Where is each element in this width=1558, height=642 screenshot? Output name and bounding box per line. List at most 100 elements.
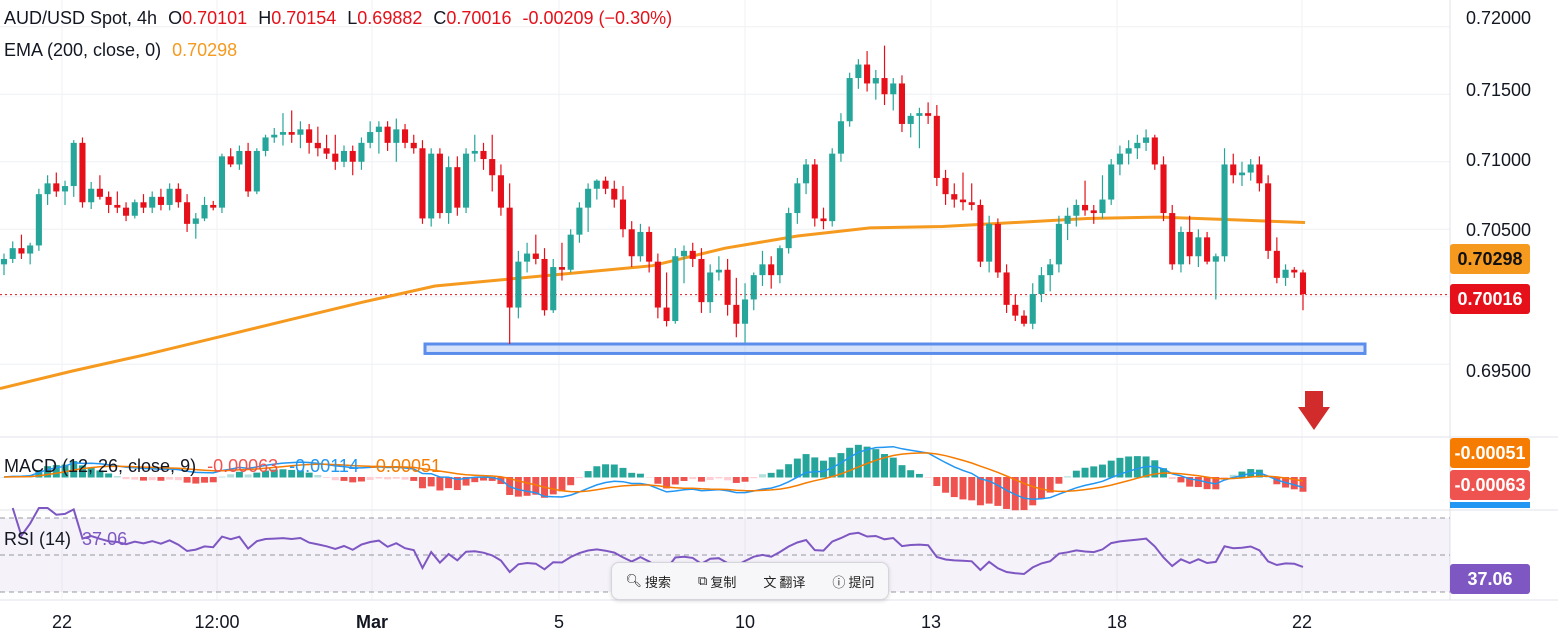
macd-histogram-bar: [113, 476, 121, 478]
macd-histogram-bar: [1107, 460, 1115, 478]
candle-body: [837, 121, 844, 154]
macd-histogram-bar: [244, 474, 252, 478]
candle-body: [1047, 264, 1054, 276]
candle-body: [1143, 137, 1150, 143]
candle-body: [689, 250, 696, 259]
candle-body: [184, 202, 191, 224]
candle-body: [994, 223, 1001, 273]
candle-body: [245, 150, 252, 192]
candle: [262, 134, 269, 157]
candle: [157, 188, 164, 211]
candle-body: [1081, 204, 1089, 211]
macd-line-tag: [1450, 502, 1530, 508]
candle-body: [1125, 148, 1132, 154]
candle: [898, 75, 906, 133]
candle: [733, 277, 740, 338]
macd-histogram-bar: [950, 477, 958, 498]
candle: [53, 172, 60, 197]
candle-body: [864, 64, 871, 84]
candle: [18, 234, 25, 259]
x-tick-label: 10: [734, 612, 756, 632]
candle: [349, 145, 356, 176]
macd-line-value: -0.00114: [289, 456, 359, 476]
macd-histogram-bar: [157, 477, 165, 481]
candle-body: [663, 307, 670, 322]
candle-body: [44, 183, 51, 195]
candle: [9, 241, 16, 263]
macd-histogram-bar: [567, 477, 575, 486]
candle: [27, 242, 34, 265]
macd-histogram-bar: [270, 469, 278, 478]
candle-body: [1064, 215, 1071, 224]
candle: [454, 156, 461, 216]
macd-histogram-bar: [183, 477, 191, 483]
rsi-label[interactable]: RSI (14): [4, 529, 72, 549]
macd-histogram-bar: [253, 472, 261, 478]
macd-histogram-bar: [471, 477, 479, 483]
candle-body: [227, 156, 234, 165]
macd-histogram-bar: [1046, 477, 1054, 493]
macd-histogram-bar: [1290, 477, 1298, 490]
macd-histogram-bar: [410, 477, 418, 481]
candle-body: [70, 142, 77, 187]
candle-body: [567, 234, 574, 270]
candle: [759, 250, 766, 286]
candle-body: [1230, 164, 1237, 176]
search-icon: 🔍︎: [625, 573, 643, 588]
candle: [70, 140, 77, 197]
candle-body: [297, 129, 304, 135]
candle-body: [942, 177, 949, 195]
candle: [279, 113, 287, 146]
candle-body: [506, 207, 513, 308]
candle-body: [1186, 231, 1193, 257]
macd-histogram-bar: [523, 477, 531, 496]
candle-body: [497, 175, 504, 208]
candle-body: [35, 194, 42, 246]
rsi-value: 37.06: [82, 529, 128, 549]
macd-histogram-bar: [1055, 477, 1063, 484]
macd-histogram-bar: [619, 467, 627, 478]
ask-button[interactable]: ⓘ 提问: [832, 572, 874, 591]
candle: [358, 137, 365, 170]
macd-histogram-bar: [1037, 477, 1045, 499]
macd-label[interactable]: MACD (12, 26, close, 9): [4, 456, 197, 476]
candle-body: [951, 194, 958, 200]
macd-histogram-bar: [584, 471, 592, 478]
macd-histogram-bar: [820, 460, 827, 478]
candle: [1151, 134, 1158, 170]
macd-histogram-bar: [933, 477, 941, 486]
candle: [864, 51, 871, 92]
candle-body: [332, 153, 339, 162]
x-tick-label: 18: [1106, 612, 1128, 632]
candle: [585, 183, 592, 232]
translate-label: 翻译: [779, 574, 806, 590]
candle: [698, 248, 705, 313]
macd-histogram-bar: [1168, 477, 1176, 479]
macd-histogram-bar: [305, 472, 313, 478]
candle: [428, 148, 435, 227]
candle: [680, 245, 688, 284]
candle: [210, 200, 217, 211]
translate-button[interactable]: 文翻译: [763, 572, 805, 591]
candle: [1299, 269, 1307, 311]
low-value: L0.69882: [347, 8, 423, 28]
search-button[interactable]: 🔍︎ 搜索: [626, 572, 672, 591]
candle-body: [96, 188, 103, 197]
candle: [663, 272, 670, 327]
symbol-title[interactable]: AUD/USD Spot, 4h: [4, 8, 158, 28]
copy-button[interactable]: ⧉ 复制: [698, 572, 736, 591]
candle: [532, 234, 539, 265]
candle-body: [1090, 210, 1097, 214]
down-arrow-icon: [1298, 391, 1330, 430]
macd-histogram-bar: [636, 473, 644, 478]
ema-label[interactable]: EMA (200, close, 0): [4, 40, 162, 60]
macd-histogram-bar: [218, 476, 226, 478]
copy-label: 复制: [710, 574, 737, 590]
candle-body: [1238, 172, 1246, 176]
candle: [724, 258, 731, 316]
macd-histogram-bar: [235, 471, 243, 478]
macd-histogram-bar: [462, 477, 470, 486]
candle: [401, 123, 409, 149]
macd-histogram-bar: [1064, 476, 1072, 478]
